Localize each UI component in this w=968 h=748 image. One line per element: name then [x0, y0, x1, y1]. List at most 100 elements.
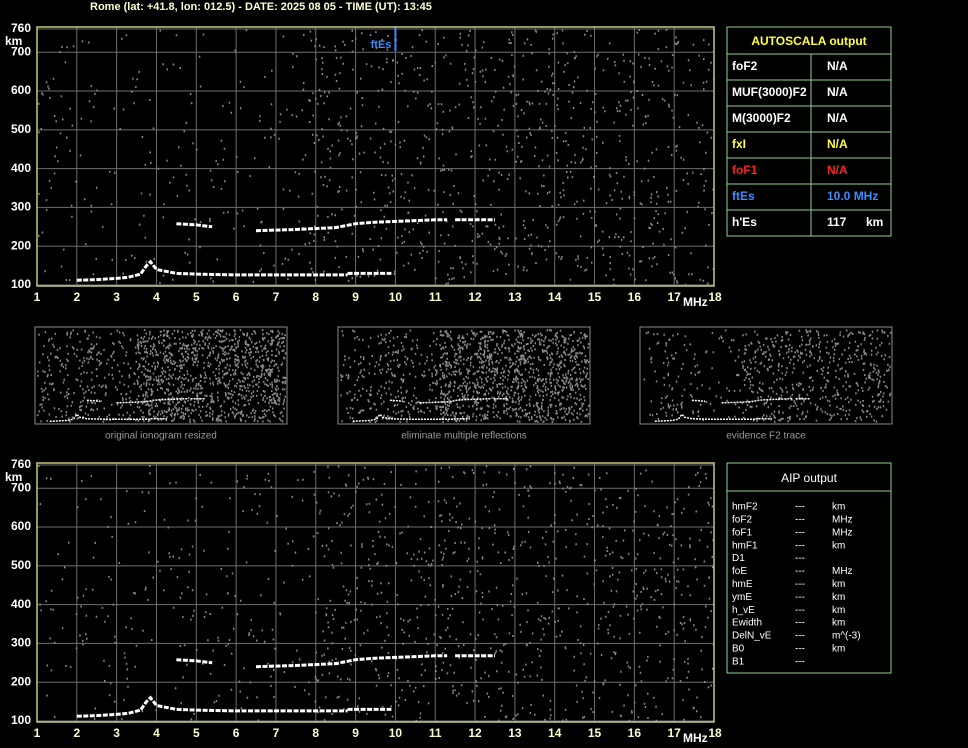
- aip-cell: km: [832, 540, 845, 551]
- x-tick-label: 5: [193, 290, 200, 304]
- aip-cell: ---: [795, 566, 805, 577]
- y-tick-label: 600: [11, 519, 31, 533]
- autoscala-value: N/A: [827, 59, 848, 73]
- x-unit: MHz: [683, 295, 708, 309]
- aip-cell: B0: [732, 644, 745, 655]
- aip-cell: MHz: [832, 515, 853, 526]
- x-tick-label: 7: [273, 726, 280, 740]
- x-tick-label: 14: [548, 290, 562, 304]
- echo-trace: [255, 654, 448, 669]
- autoscala-label: M(3000)F2: [732, 111, 791, 125]
- plot-frame: [36, 26, 715, 287]
- aip-cell: km: [832, 644, 845, 655]
- x-tick-label: 8: [312, 726, 319, 740]
- thumbnail-echo: [352, 413, 454, 423]
- thumbnail-echo: [49, 413, 151, 423]
- aip-title: AIP output: [781, 471, 837, 485]
- x-tick-label: 13: [508, 290, 522, 304]
- x-tick-label: 11: [429, 290, 442, 304]
- echo-trace: [176, 222, 213, 229]
- marker-label: ftEs: [371, 39, 392, 51]
- autoscala-value: 117: [827, 215, 847, 229]
- aip-cell: D1: [732, 553, 745, 564]
- noise: [340, 329, 590, 423]
- header-title: Rome (lat: +41.8, lon: 012.5) - DATE: 20…: [90, 1, 432, 13]
- x-tick-label: 16: [628, 726, 642, 740]
- x-tick-label: 3: [113, 726, 120, 740]
- aip-cell: B1: [732, 656, 745, 667]
- x-tick-label: 6: [233, 726, 240, 740]
- noise: [38, 29, 715, 286]
- aip-cell: ---: [795, 644, 805, 655]
- thumbnail-echo: [721, 398, 793, 404]
- y-tick-label: 700: [11, 480, 31, 494]
- x-tick-label: 5: [193, 726, 200, 740]
- x-tick-label: 4: [153, 290, 160, 304]
- aip-cell: ---: [795, 618, 805, 629]
- x-tick-label: 11: [429, 726, 442, 740]
- y-tick-label: 300: [11, 200, 31, 214]
- aip-cell: ---: [795, 527, 805, 538]
- x-tick-label: 17: [667, 290, 681, 304]
- aip-cell: ---: [795, 605, 805, 616]
- x-tick-label: 10: [389, 290, 403, 304]
- y-tick-label: 200: [11, 238, 31, 252]
- plot-frame: [36, 462, 715, 723]
- y-tick-label: 760: [11, 21, 31, 35]
- x-tick-label: 18: [708, 726, 722, 740]
- aip-cell: MHz: [832, 527, 853, 538]
- y-tick-label: 600: [11, 83, 31, 97]
- thumbnail-echo: [116, 398, 188, 404]
- y-tick-label: 300: [11, 636, 31, 650]
- y-tick-label: 100: [11, 713, 31, 727]
- x-tick-label: 12: [468, 290, 482, 304]
- aip-cell: m^(-3): [832, 631, 861, 642]
- y-tick-label: 400: [11, 161, 31, 175]
- aip-cell: h_vE: [732, 605, 755, 616]
- aip-cell: km: [832, 618, 845, 629]
- x-tick-label: 1: [34, 726, 41, 740]
- thumbnail-echo: [86, 399, 101, 403]
- autoscala-label: h'Es: [732, 215, 757, 229]
- echo-trace: [176, 658, 213, 665]
- x-tick-label: 9: [352, 726, 359, 740]
- x-tick-label: 7: [273, 290, 280, 304]
- aip-cell: foE: [732, 566, 747, 577]
- thumbnail-echo: [691, 399, 706, 403]
- autoscala-label: ftEs: [732, 189, 755, 203]
- y-tick-label: 700: [11, 44, 31, 58]
- aip-cell: hmF2: [732, 502, 758, 513]
- aip-cell: ---: [795, 592, 805, 603]
- autoscala-label: MUF(3000)F2: [732, 85, 807, 99]
- thumbnail-caption: eliminate multiple reflections: [401, 431, 527, 442]
- x-tick-label: 15: [588, 726, 602, 740]
- aip-cell: foF2: [732, 515, 752, 526]
- y-tick-label: 100: [11, 277, 31, 291]
- x-tick-label: 1: [34, 290, 41, 304]
- thumbnail-echo: [419, 398, 491, 404]
- aip-cell: ---: [795, 656, 805, 667]
- x-tick-label: 18: [708, 290, 722, 304]
- autoscala-value: N/A: [827, 85, 848, 99]
- x-tick-label: 12: [468, 726, 482, 740]
- aip-cell: ---: [795, 515, 805, 526]
- y-tick-label: 200: [11, 674, 31, 688]
- aip-cell: ---: [795, 553, 805, 564]
- noise: [643, 329, 892, 423]
- y-tick-label: 400: [11, 597, 31, 611]
- aip-cell: ---: [795, 631, 805, 642]
- x-tick-label: 2: [73, 726, 80, 740]
- x-tick-label: 6: [233, 290, 240, 304]
- autoscala-unit: km: [866, 215, 883, 229]
- noise: [37, 329, 287, 423]
- x-tick-label: 16: [628, 290, 642, 304]
- x-tick-label: 9: [352, 290, 359, 304]
- aip-cell: ---: [795, 579, 805, 590]
- echo-trace: [76, 695, 348, 718]
- echo-trace: [255, 218, 448, 233]
- autoscala-value: 10.0 MHz: [827, 189, 878, 203]
- y-tick-label: 500: [11, 558, 31, 572]
- aip-cell: hmE: [732, 579, 753, 590]
- thumbnail-caption: evidence F2 trace: [726, 431, 806, 442]
